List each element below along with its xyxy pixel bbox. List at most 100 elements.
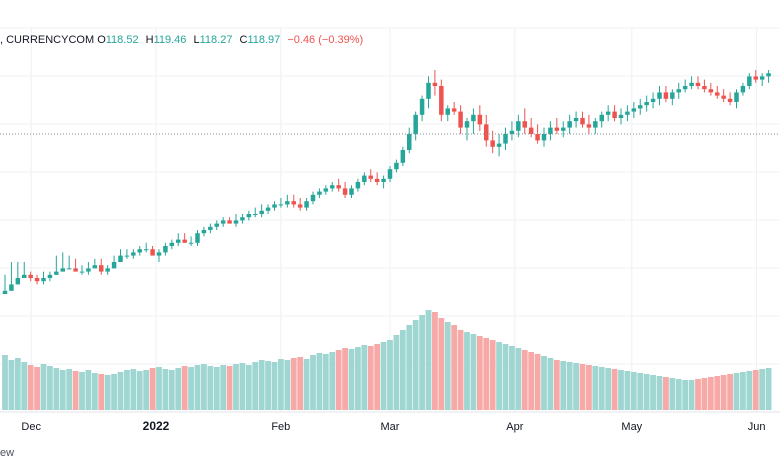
- volume-bar: [727, 374, 733, 410]
- candle-body: [663, 92, 669, 99]
- candle-body: [593, 121, 598, 128]
- candle-body: [682, 86, 688, 90]
- candle-body: [336, 185, 341, 189]
- volume-bar: [226, 366, 233, 410]
- candle-body: [253, 214, 258, 215]
- volume-bar: [419, 315, 425, 410]
- candle-body: [548, 127, 553, 134]
- x-tick-label: Jun: [748, 421, 766, 433]
- candle-body: [734, 92, 739, 102]
- candle-body: [605, 111, 611, 115]
- candle-body: [169, 242, 175, 246]
- candle-body: [689, 82, 694, 86]
- volume-bar: [8, 360, 15, 410]
- volume-bar: [181, 366, 188, 410]
- x-tick-label: Mar: [381, 421, 400, 433]
- candle-body: [451, 108, 457, 112]
- candle-body: [86, 268, 91, 272]
- close-value: 118.97: [247, 34, 281, 46]
- volume-bar: [553, 360, 560, 410]
- volume-bar: [457, 330, 464, 410]
- candle-body: [362, 175, 367, 182]
- candle-body: [214, 223, 219, 227]
- volume-bar: [252, 362, 259, 410]
- volume-bar: [136, 371, 143, 410]
- volume-bar: [560, 361, 567, 410]
- volume-bar: [290, 358, 297, 410]
- candle-body: [278, 204, 284, 206]
- candle-body: [612, 111, 617, 118]
- volume-bar: [476, 336, 483, 410]
- volume-bar: [669, 378, 676, 410]
- volume-bar: [297, 357, 304, 410]
- candle-body: [484, 124, 489, 141]
- volume-bar: [175, 368, 182, 410]
- volume-bar: [47, 366, 53, 410]
- candle-body: [34, 278, 40, 282]
- candle-body: [708, 89, 714, 93]
- candle-body: [54, 271, 59, 275]
- candle-body: [2, 290, 8, 294]
- volume-bar: [188, 367, 194, 410]
- candle-body: [676, 89, 681, 93]
- candle-body: [516, 121, 521, 131]
- candle-body: [541, 134, 547, 141]
- change-value: −0.46 (−0.39%): [287, 34, 364, 46]
- candle-body: [387, 169, 393, 179]
- volume-bar: [470, 334, 477, 410]
- candle-body: [740, 86, 746, 93]
- candle-body: [176, 239, 181, 243]
- candle-body: [79, 271, 85, 273]
- volume-bar: [432, 312, 438, 410]
- volume-bars: [2, 310, 772, 410]
- volume-bar: [348, 349, 355, 410]
- candle-body: [368, 175, 373, 179]
- volume-bar: [21, 362, 28, 410]
- open-value: 118.52: [105, 34, 139, 46]
- candle-body: [182, 239, 187, 243]
- candle-body: [586, 124, 592, 128]
- volume-bar: [399, 330, 406, 410]
- candle-body: [477, 114, 483, 125]
- candle-body: [670, 92, 675, 99]
- candle-body: [246, 214, 252, 218]
- candle-body: [163, 246, 168, 253]
- volume-bar: [374, 344, 381, 410]
- candle-body: [227, 220, 232, 224]
- volume-bar: [53, 368, 60, 410]
- volume-bar: [387, 340, 393, 410]
- candle-body: [150, 249, 155, 256]
- candle-body: [99, 265, 104, 272]
- candle-body: [721, 95, 726, 99]
- volume-bar: [509, 346, 515, 410]
- candle-body: [330, 185, 335, 189]
- volume-bar: [284, 360, 291, 410]
- volume-bar: [682, 380, 689, 410]
- candle-body: [657, 92, 662, 99]
- candle-body: [695, 82, 701, 86]
- candle-body: [407, 134, 412, 150]
- volume-bar: [265, 361, 271, 410]
- candle-body: [297, 204, 303, 208]
- candle-body: [573, 118, 579, 122]
- volume-bar: [393, 335, 400, 410]
- candle-body: [599, 114, 604, 122]
- candle-body: [522, 121, 527, 128]
- candle-body: [47, 274, 53, 278]
- candle-body: [394, 162, 399, 170]
- volume-bar: [245, 365, 252, 410]
- candle-body: [650, 98, 656, 102]
- volume-bar: [207, 366, 214, 410]
- x-tick-label: 2022: [143, 419, 170, 433]
- candle-body: [374, 178, 380, 182]
- volume-bar: [598, 367, 605, 410]
- volume-bar: [361, 345, 368, 410]
- candle-body: [471, 114, 476, 122]
- volume-bar: [573, 363, 579, 410]
- volume-bar: [740, 372, 746, 410]
- candle-body: [445, 108, 450, 115]
- candle-body: [419, 98, 425, 115]
- volume-bar: [66, 369, 73, 410]
- candle-body: [580, 118, 585, 125]
- candle-body: [349, 188, 354, 195]
